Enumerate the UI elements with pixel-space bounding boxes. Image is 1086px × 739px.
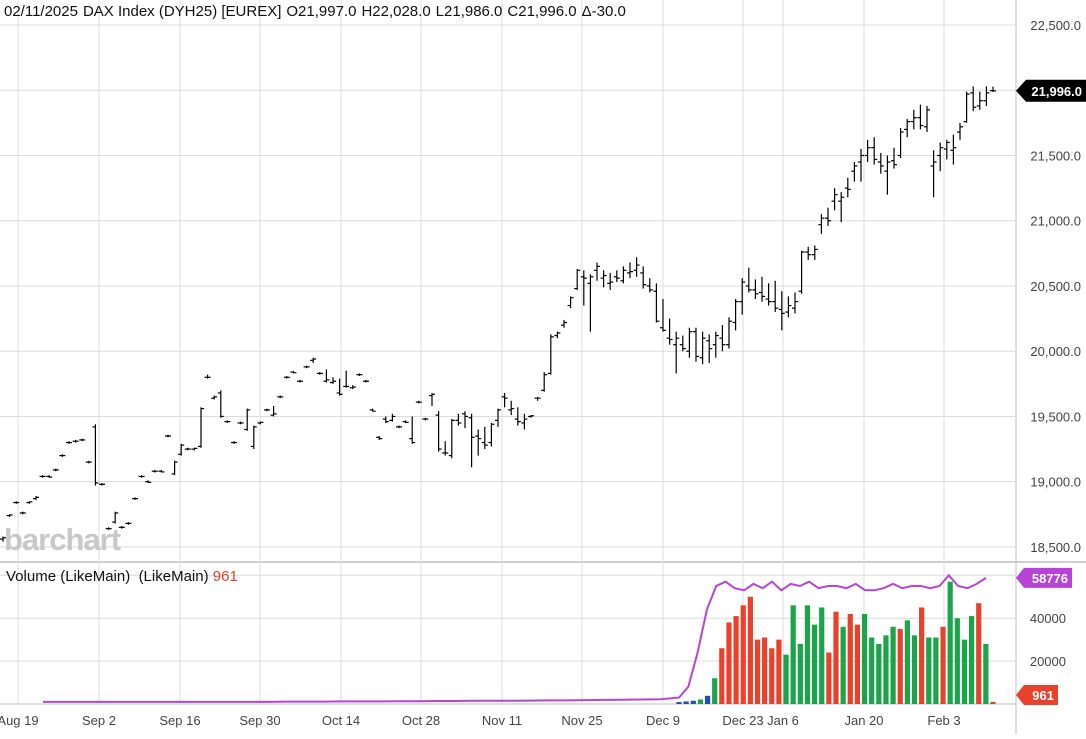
volume-last-marker [1016,685,1058,705]
volume-bar-34 [919,607,925,704]
volume-bar-8 [733,616,739,704]
volume-bar-30 [890,626,896,704]
volume-bar-29 [883,635,889,704]
volume-bar-0 [676,702,682,704]
quote-open: O21,997.0 [286,3,357,20]
price-tick-label: 20,000.0 [1030,344,1081,359]
x-tick-label: Dec 23 [722,713,763,728]
volume-bar-6 [719,648,725,704]
price-tick-label: 21,500.0 [1030,149,1081,164]
volume-bar-3 [697,699,704,704]
volume-bar-35 [926,637,932,704]
quote-high: H22,028.0 [361,3,431,20]
volume-title: Volume (LikeMain) [6,568,131,585]
price-tick-label: 20,500.0 [1030,279,1081,294]
x-tick-label: Feb 3 [927,713,960,728]
volume-bar-4 [704,695,711,704]
volume-bar-20 [819,607,825,704]
volume-bar-25 [854,624,861,704]
volume-tick-label: 20000 [1030,654,1066,669]
quote-close: C21,996.0 [507,3,577,20]
last-price-label: 21,996.0 [1031,84,1082,99]
volume-bar-38 [947,581,953,704]
volume-tick-label: 40000 [1030,611,1066,626]
price-tick-label: 22,500.0 [1030,18,1081,33]
price-tick-label: 19,500.0 [1030,409,1081,424]
volume-bar-42 [976,603,982,704]
ma-last-marker [1016,567,1072,588]
volume-bar-2 [690,700,696,704]
price-tick-label: 19,000.0 [1030,475,1081,490]
x-tick-label: Oct 28 [402,713,440,728]
barchart-logo: barchart [4,522,121,557]
x-tick-label: Jan 6 [767,713,799,728]
volume-bar-19 [811,624,818,704]
volume-bar-32 [904,620,910,704]
volume-bar-31 [897,628,903,704]
volume-bar-15 [783,654,789,704]
volume-bar-24 [847,613,853,704]
volume-bar-1 [683,701,689,704]
price-tick-label: 21,000.0 [1030,214,1081,229]
volume-bar-37 [940,626,946,704]
volume-value: 961 [212,568,238,585]
volume-bar-18 [804,605,811,704]
volume-last-label: 961 [1032,688,1054,703]
volume-bar-44 [990,701,996,704]
volume-bar-17 [797,643,803,704]
volume-bar-23 [840,626,846,704]
volume-bar-33 [911,635,918,704]
volume-bar-39 [954,618,960,704]
volume-moving-average-line [43,573,987,703]
x-tick-label: Dec 9 [646,713,680,728]
volume-bar-12 [762,637,768,704]
ma-last-label: 58776 [1032,571,1068,586]
quote-symbol: DAX Index (DYH25) [EUREX] [82,3,282,20]
quote-low: L21,986.0 [435,3,503,20]
volume-bar-41 [968,616,975,704]
volume-bar-27 [869,637,875,704]
quote-change: Δ-30.0 [581,3,626,20]
volume-bar-5 [712,678,718,704]
volume-bar-16 [790,605,796,704]
volume-bar-21 [826,652,832,704]
volume-bar-43 [983,643,989,704]
volume-bar-26 [861,613,868,704]
volume-bar-13 [769,648,775,704]
quote-header: 02/11/2025 DAX Index (DYH25) [EUREX] O21,9… [4,3,631,20]
volume-bar-11 [754,639,761,704]
x-tick-label: Aug 19 [0,713,39,728]
volume-bar-14 [776,639,782,704]
price-tick-label: 18,500.0 [1030,540,1081,555]
volume-bar-10 [747,596,753,704]
volume-study: (LikeMain) [138,568,209,585]
volume-bar-36 [933,637,939,704]
x-tick-label: Nov 11 [482,713,522,728]
x-tick-label: Sep 16 [159,713,200,728]
quote-date: 02/11/2025 [4,3,78,20]
x-tick-label: Sep 30 [239,713,280,728]
volume-panel-header: Volume (LikeMain) (LikeMain) 961 [6,568,238,585]
last-price-marker [1016,79,1086,102]
x-tick-label: Oct 14 [322,713,360,728]
volume-bar-40 [961,639,968,704]
x-tick-label: Jan 20 [844,713,883,728]
x-tick-label: Nov 25 [561,713,602,728]
volume-bar-9 [740,605,746,704]
volume-bar-28 [876,643,882,704]
volume-bar-22 [833,611,839,704]
volume-bar-7 [726,622,732,704]
x-tick-label: Sep 2 [82,713,116,728]
